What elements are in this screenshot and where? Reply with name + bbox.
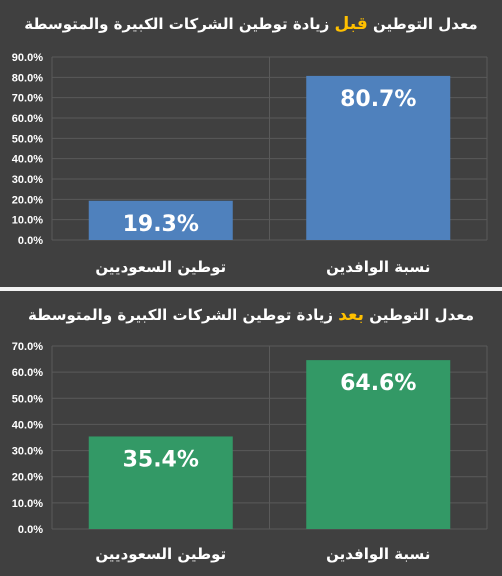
- y-tick-label: 0.0%: [18, 524, 43, 536]
- y-tick-label: 60.0%: [12, 113, 43, 125]
- category-label: نسبة الوافدين: [326, 258, 430, 276]
- data-label: 80.7%: [340, 87, 416, 112]
- y-tick-label: 50.0%: [12, 133, 43, 145]
- bar: [306, 75, 451, 240]
- y-tick-label: 70.0%: [12, 341, 43, 353]
- y-tick-label: 30.0%: [12, 174, 43, 186]
- y-tick-label: 90.0%: [12, 52, 43, 64]
- title-highlight: بعد: [338, 305, 365, 325]
- chart-title-after: معدل التوطين بعد زيادة توطين الشركات الك…: [0, 305, 502, 325]
- bar: [88, 436, 233, 529]
- data-label: 35.4%: [123, 447, 199, 472]
- category-label: توطين السعوديين: [95, 258, 226, 276]
- data-label: 19.3%: [123, 212, 199, 237]
- bar-chart-before: 0.0% 10.0% 20.0% 30.0% 40.0% 50.0% 60.0% 70.0% 8…: [12, 52, 488, 276]
- y-tick-label: 80.0%: [12, 72, 43, 84]
- title-prefix: معدل التوطين: [373, 15, 478, 33]
- y-tick-label: 30.0%: [12, 446, 43, 458]
- y-tick-label: 60.0%: [12, 367, 43, 379]
- chart-title-before: معدل التوطين قبل زيادة توطين الشركات الك…: [0, 14, 502, 34]
- y-tick-label: 20.0%: [12, 194, 43, 206]
- title-suffix: زيادة توطين الشركات الكبيرة والمتوسطة: [24, 15, 330, 33]
- category-label: نسبة الوافدين: [326, 545, 430, 563]
- chart-panel-before: معدل التوطين قبل زيادة توطين الشركات الك…: [0, 0, 502, 287]
- title-highlight: قبل: [334, 14, 368, 34]
- category-label: توطين السعوديين: [95, 545, 226, 563]
- y-tick-label: 70.0%: [12, 93, 43, 105]
- title-suffix: زيادة توطين الشركات الكبيرة والمتوسطة: [28, 306, 333, 324]
- y-tick-label: 0.0%: [18, 235, 43, 247]
- y-tick-label: 10.0%: [12, 498, 43, 510]
- data-label: 64.6%: [340, 371, 416, 396]
- title-prefix: معدل التوطين: [369, 306, 474, 324]
- y-tick-label: 40.0%: [12, 154, 43, 166]
- bar: [306, 360, 451, 529]
- bar: [88, 200, 233, 240]
- y-tick-label: 10.0%: [12, 215, 43, 227]
- chart-panel-after: معدل التوطين بعد زيادة توطين الشركات الك…: [0, 291, 502, 576]
- y-tick-label: 40.0%: [12, 419, 43, 431]
- y-tick-label: 20.0%: [12, 472, 43, 484]
- bar-chart-after: 0.0% 10.0% 20.0% 30.0% 40.0% 50.0% 60.0% 70.0% 3…: [12, 341, 488, 563]
- y-tick-label: 50.0%: [12, 393, 43, 405]
- panel-divider: [0, 287, 502, 291]
